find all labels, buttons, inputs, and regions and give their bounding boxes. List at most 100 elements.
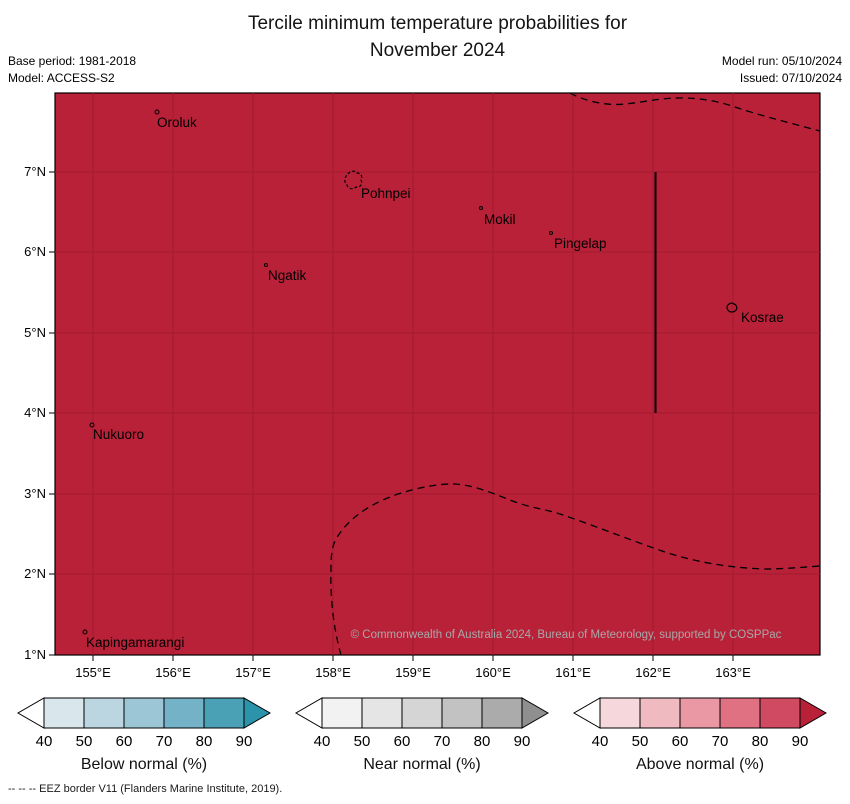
lat-tick-label: 6°N xyxy=(24,244,46,259)
lon-tick-label: 157°E xyxy=(235,665,271,680)
legend-cell xyxy=(639,697,681,729)
place-label-oroluk: Oroluk xyxy=(157,115,197,130)
legend-tick-label: 50 xyxy=(76,733,93,750)
legend-tick-label: 40 xyxy=(314,733,331,750)
legend-cell xyxy=(163,697,205,729)
legend-near-label: Near normal (%) xyxy=(363,756,481,773)
legend-cell xyxy=(43,697,85,729)
legend-above-colorbar: 40 50 60 70 80 90 xyxy=(572,697,828,750)
map-region xyxy=(54,92,821,656)
legend-below-label: Below normal (%) xyxy=(80,756,208,773)
legend-tick-label: 70 xyxy=(712,733,729,750)
lat-tick-label: 2°N xyxy=(24,566,46,581)
lon-tick-label: 159°E xyxy=(395,665,431,680)
kosrae-island-shape xyxy=(726,302,738,313)
lon-tick-label: 160°E xyxy=(475,665,511,680)
legend-tick-label: 60 xyxy=(116,733,133,750)
legend-tick-label: 40 xyxy=(592,733,609,750)
model-text: Model: ACCESS-S2 xyxy=(8,71,115,85)
legend-tip-left xyxy=(572,697,601,729)
eez-border-south xyxy=(330,483,821,656)
kapingamarangi-atoll-marker xyxy=(82,629,88,635)
legend-tick-label: 90 xyxy=(792,733,809,750)
eez-footnote: -- -- -- EEZ border V11 (Flanders Marine… xyxy=(8,783,283,795)
lon-tick-label: 162°E xyxy=(635,665,671,680)
legend-tip-left xyxy=(16,697,45,729)
place-label-pohnpei: Pohnpei xyxy=(361,186,411,201)
legend-near-normal: 40 50 60 70 80 90 Near normal (%) xyxy=(292,696,552,774)
longitude-axis-labels: 155°E 156°E 157°E 158°E 159°E 160°E 161°… xyxy=(75,665,751,680)
meta-left: Base period: 1981-2018 Model: ACCESS-S2 xyxy=(8,53,136,87)
place-label-pingelap: Pingelap xyxy=(554,236,607,251)
axis-ticks xyxy=(49,171,734,661)
legend-cell xyxy=(679,697,721,729)
legend-tick-label: 80 xyxy=(752,733,769,750)
legend-cell xyxy=(361,697,403,729)
legend-tip-left xyxy=(294,697,323,729)
lat-tick-label: 7°N xyxy=(24,164,46,179)
nukuoro-atoll-marker xyxy=(89,422,95,428)
legend-tip-right xyxy=(243,697,272,729)
title-line1: Tercile minimum temperature probabilitie… xyxy=(247,13,628,34)
lon-tick-label: 163°E xyxy=(715,665,751,680)
island-shapes xyxy=(82,109,738,635)
lon-tick-label: 155°E xyxy=(75,665,111,680)
oroluk-atoll-marker xyxy=(154,109,160,115)
pingelap-atoll-marker xyxy=(549,231,553,235)
model-run-text: Model run: 05/10/2024 xyxy=(721,54,842,68)
lon-tick-label: 156°E xyxy=(155,665,191,680)
legend-cell xyxy=(83,697,125,729)
place-labels: Oroluk Pohnpei Mokil Pingelap Ngatik Kos… xyxy=(86,115,784,650)
legend-cell xyxy=(719,697,761,729)
legend-cell xyxy=(203,697,245,729)
legend-cell xyxy=(123,697,165,729)
legend-tick-label: 70 xyxy=(156,733,173,750)
lat-tick-label: 3°N xyxy=(24,486,46,501)
place-label-kosrae: Kosrae xyxy=(741,310,784,325)
legend-tick-label: 90 xyxy=(514,733,531,750)
legend-tip-right xyxy=(799,697,828,729)
legend-above-label: Above normal (%) xyxy=(635,756,765,773)
base-period-text: Base period: 1981-2018 xyxy=(8,54,137,68)
title-line2: November 2024 xyxy=(369,40,506,61)
legend-cell xyxy=(481,697,523,729)
meta-right: Model run: 05/10/2024 Issued: 07/10/2024 xyxy=(722,53,842,87)
legend-tick-label: 90 xyxy=(236,733,253,750)
eez-border-north xyxy=(569,92,821,132)
legend-cell xyxy=(401,697,443,729)
legend-above-normal: 40 50 60 70 80 90 Above normal (%) xyxy=(570,696,830,774)
latitude-axis-labels: 7°N 6°N 5°N 4°N 3°N 2°N 1°N xyxy=(24,164,46,662)
lon-tick-label: 158°E xyxy=(315,665,351,680)
map-canvas: Oroluk Pohnpei Mokil Pingelap Ngatik Kos… xyxy=(24,92,821,680)
place-label-mokil: Mokil xyxy=(484,212,516,227)
issued-text: Issued: 07/10/2024 xyxy=(739,71,842,85)
place-label-nukuoro: Nukuoro xyxy=(93,427,144,442)
legend-tick-label: 70 xyxy=(434,733,451,750)
place-label-kapingamarangi: Kapingamarangi xyxy=(86,635,184,650)
grid-lines xyxy=(55,93,820,655)
legend-tick-label: 50 xyxy=(632,733,649,750)
legend-below-colorbar: 40 50 60 70 80 90 xyxy=(16,697,272,750)
place-label-ngatik: Ngatik xyxy=(268,268,307,283)
legend-tick-label: 80 xyxy=(474,733,491,750)
legend-tick-label: 80 xyxy=(196,733,213,750)
lat-tick-label: 5°N xyxy=(24,325,46,340)
legend-below-normal: 40 50 60 70 80 90 Below normal (%) xyxy=(14,696,274,774)
legend-tick-label: 40 xyxy=(36,733,53,750)
legend-tick-label: 50 xyxy=(354,733,371,750)
legend-cell xyxy=(321,697,363,729)
legend-cell xyxy=(759,697,801,729)
legend-tip-right xyxy=(521,697,550,729)
legend-tick-label: 60 xyxy=(672,733,689,750)
legend-near-colorbar: 40 50 60 70 80 90 xyxy=(294,697,550,750)
eez-border-lines xyxy=(330,92,821,656)
lat-tick-label: 1°N xyxy=(24,647,46,662)
lat-tick-label: 4°N xyxy=(24,405,46,420)
lon-tick-label: 161°E xyxy=(555,665,591,680)
pohnpei-island-shape xyxy=(344,170,363,190)
figure-title: Tercile minimum temperature probabilitie… xyxy=(55,10,820,64)
legend-tick-label: 60 xyxy=(394,733,411,750)
copyright-text: © Commonwealth of Australia 2024, Bureau… xyxy=(351,629,782,641)
legend-cell xyxy=(441,697,483,729)
mokil-atoll-marker xyxy=(479,206,483,210)
